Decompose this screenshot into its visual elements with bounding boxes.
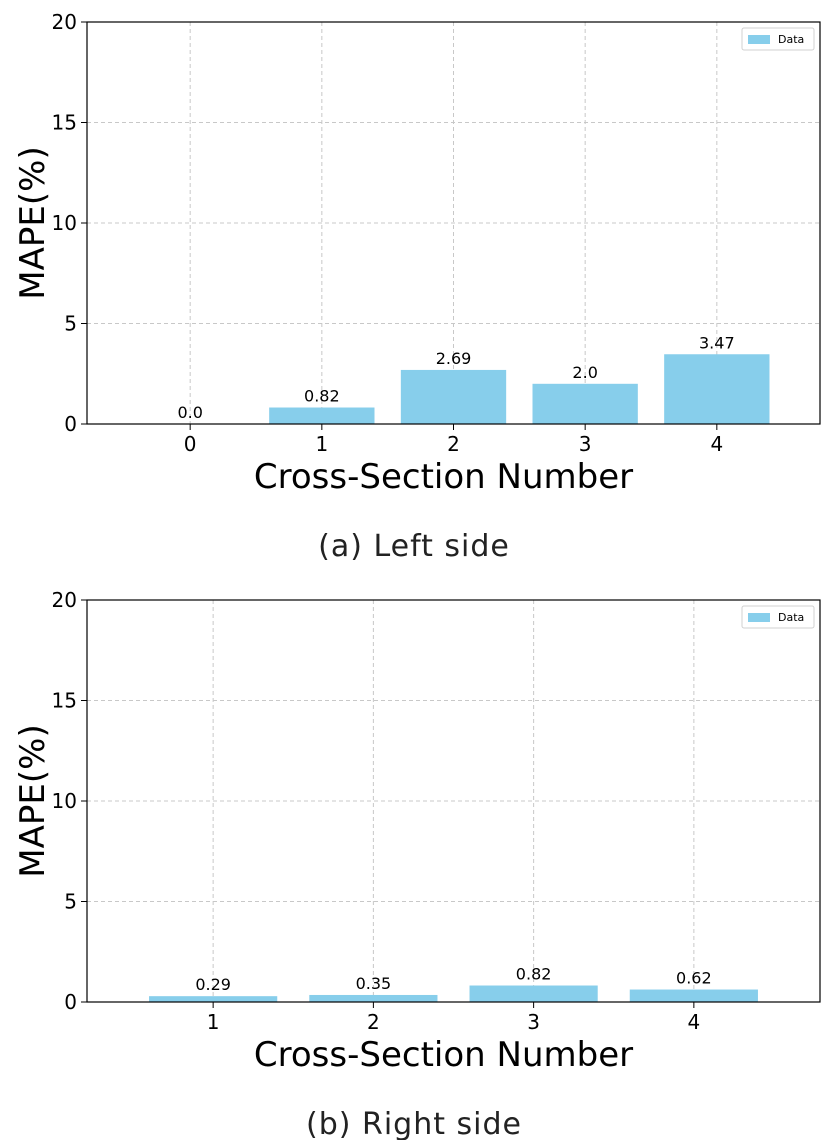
- y-tick-label: 5: [64, 312, 77, 336]
- bar: [469, 985, 598, 1002]
- x-tick-label: 1: [315, 432, 328, 456]
- bar: [309, 994, 438, 1002]
- legend-swatch: [748, 35, 770, 44]
- y-tick-label: 20: [52, 588, 77, 612]
- bar-value-label: 0.82: [304, 387, 340, 406]
- bar: [664, 354, 770, 424]
- legend-box: [741, 605, 815, 629]
- bar-value-label: 0.62: [676, 969, 712, 988]
- x-tick-label: 0: [184, 432, 197, 456]
- bar-value-label: 0.82: [516, 965, 552, 984]
- chart-panel-1: 0.29 0.35 0.82 0.62 0 5 10 15 20 1 2 3 4 Cross-Sectio…: [13, 588, 821, 1140]
- bar: [149, 996, 278, 1002]
- y-tick-label: 15: [52, 689, 77, 713]
- y-tick-label: 0: [64, 412, 77, 436]
- legend: Data: [741, 27, 815, 51]
- legend: Data: [741, 605, 815, 629]
- legend-box: [741, 27, 815, 51]
- bar: [400, 369, 507, 424]
- y-tick-label: 15: [52, 111, 77, 135]
- x-tick-label: 2: [367, 1010, 380, 1034]
- bar: [269, 407, 375, 424]
- legend-label: Data: [778, 33, 804, 46]
- bar-value-label: 3.47: [699, 333, 735, 352]
- bar-value-label: 0.29: [195, 975, 231, 994]
- figure-caption: (a) Left side: [318, 529, 510, 564]
- x-tick-label: 4: [687, 1010, 700, 1034]
- bar-value-label: 2.0: [572, 363, 597, 382]
- y-axis-label: MAPE(%): [13, 146, 53, 299]
- chart-panel-0: 0.0 0.82 2.69 2.0 3.47 0 5 10 15 20 0 1 2 3 4 Cross-Sec…: [13, 10, 821, 564]
- y-tick-label: 10: [52, 211, 77, 235]
- x-tick-label: 4: [710, 432, 723, 456]
- bar-value-label: 2.69: [436, 349, 472, 368]
- legend-label: Data: [778, 611, 804, 624]
- y-tick-label: 0: [64, 990, 77, 1014]
- x-axis-label: Cross-Section Number: [254, 1035, 633, 1075]
- x-tick-label: 3: [527, 1010, 540, 1034]
- y-axis-label: MAPE(%): [13, 724, 53, 877]
- bar: [532, 383, 638, 424]
- bar-value-label: 0.35: [356, 974, 392, 993]
- x-axis-label: Cross-Section Number: [254, 457, 633, 497]
- x-tick-label: 2: [447, 432, 460, 456]
- bar: [629, 989, 758, 1002]
- x-tick-label: 1: [207, 1010, 220, 1034]
- bar-value-label: 0.0: [177, 403, 202, 422]
- y-tick-label: 5: [64, 890, 77, 914]
- figure-caption: (b) Right side: [306, 1107, 522, 1140]
- x-tick-label: 3: [579, 432, 592, 456]
- y-tick-label: 10: [52, 789, 77, 813]
- y-tick-label: 20: [52, 10, 77, 34]
- legend-swatch: [748, 613, 770, 622]
